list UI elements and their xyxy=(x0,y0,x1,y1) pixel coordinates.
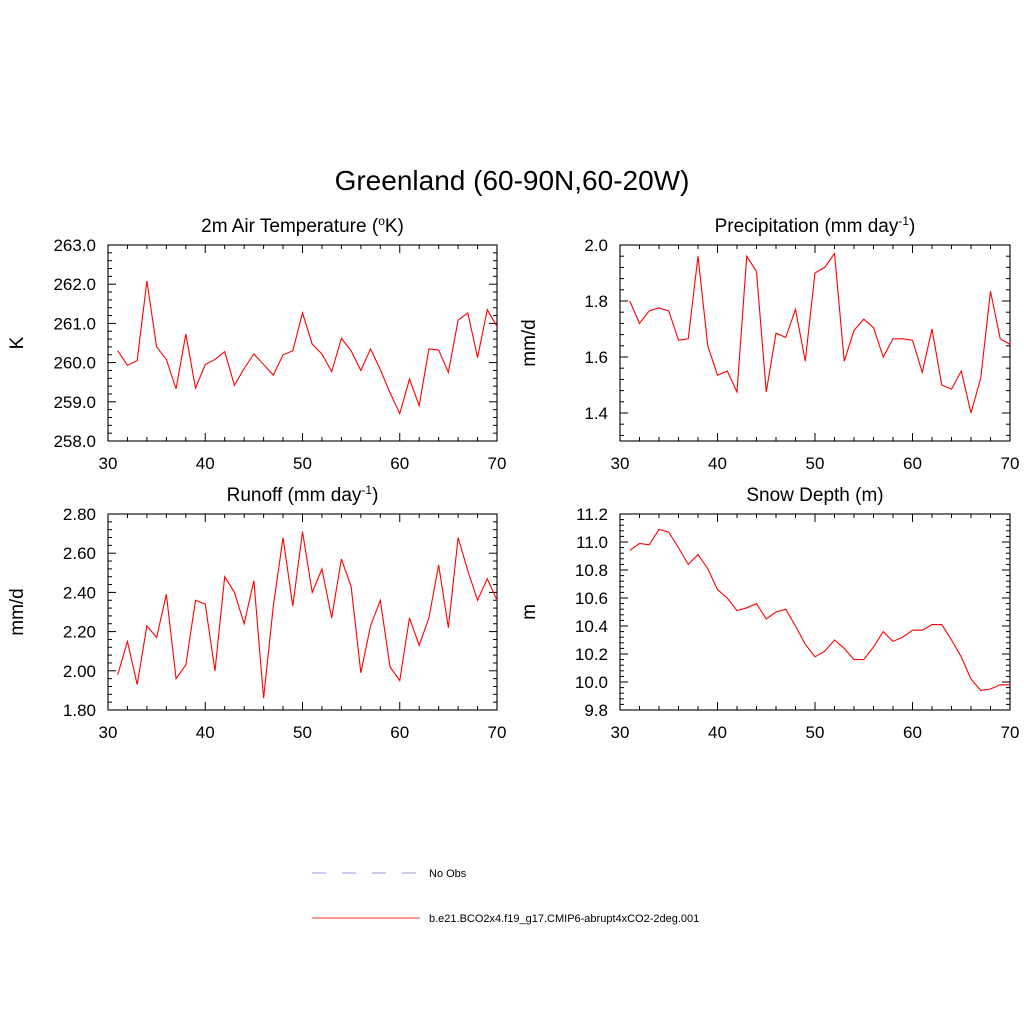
y-tick-label: 2.0 xyxy=(584,236,608,255)
y-tick-label: 2.60 xyxy=(63,544,96,563)
panel-title: Snow Depth (m) xyxy=(746,485,883,506)
panel-title-superscript: -1 xyxy=(898,214,909,228)
y-tick-label: 10.4 xyxy=(575,617,608,636)
y-tick-label: 2.80 xyxy=(63,505,96,524)
x-tick-label: 60 xyxy=(903,723,922,742)
x-tick-label: 40 xyxy=(196,454,215,473)
panel-title: Precipitation (mm day-1) xyxy=(715,214,916,237)
y-tick-label: 11.0 xyxy=(576,533,608,552)
panel-4: Snow Depth (m) 30 40 50 60 70 9.8 10.0 10.2 10.4 1… xyxy=(519,485,1019,742)
series-line xyxy=(117,280,498,416)
x-tick-label: 40 xyxy=(196,723,215,742)
panel-title-superscript: -1 xyxy=(361,483,372,497)
panel-title-tail: ) xyxy=(909,216,915,237)
y-axis-label: mm/d xyxy=(519,319,540,367)
y-tick-label: 10.8 xyxy=(575,561,608,580)
y-tick-label: 1.8 xyxy=(584,292,608,311)
x-tick-label: 30 xyxy=(611,454,630,473)
panel-title-main: Snow Depth (m) xyxy=(746,485,883,506)
x-tick-label: 30 xyxy=(611,723,630,742)
x-tick-label: 50 xyxy=(293,454,312,473)
y-tick-label: 258.0 xyxy=(53,432,96,451)
x-tick-label: 50 xyxy=(293,723,312,742)
panel-1: 2m Air Temperature (oK) 30 40 50 60 70 258.0 25… xyxy=(7,214,506,473)
y-tick-label: 1.80 xyxy=(63,701,96,720)
x-tick-label: 40 xyxy=(708,723,727,742)
y-axis-label: K xyxy=(7,336,28,349)
x-tick-label: 60 xyxy=(390,723,409,742)
x-tick-label: 60 xyxy=(903,454,922,473)
y-tick-label: 10.2 xyxy=(575,645,608,664)
y-tick-label: 259.0 xyxy=(53,393,96,412)
legend: No Obs b.e21.BCO2x4.f19_g17.CMIP6-abrupt4… xyxy=(312,868,699,925)
panel-title: Runoff (mm day-1) xyxy=(227,483,379,506)
panel-title-tail: K) xyxy=(385,216,404,237)
y-tick-label: 1.4 xyxy=(584,404,608,423)
panel-title-superscript: o xyxy=(378,214,385,228)
y-tick-label: 2.20 xyxy=(63,623,96,642)
x-tick-label: 70 xyxy=(488,723,507,742)
panels: 2m Air Temperature (oK)30 40 50 60 70258.025… xyxy=(7,214,1019,742)
y-tick-label: 260.0 xyxy=(53,354,96,373)
panel-2: Precipitation (mm day-1) 30 40 50 60 70 1.4 1.6… xyxy=(519,214,1019,473)
panel-3: Runoff (mm day-1) 30 40 50 60 70 1.80 2.00 2.20 2… xyxy=(7,483,506,742)
plot-frame xyxy=(107,513,498,711)
x-tick-label: 70 xyxy=(1001,454,1020,473)
plot-frame xyxy=(619,513,1011,711)
series-line xyxy=(629,251,1011,414)
panel-title-main: Runoff (mm day xyxy=(227,485,362,506)
legend-label-1: No Obs xyxy=(429,868,467,880)
series-line xyxy=(117,531,498,699)
x-tick-label: 60 xyxy=(390,454,409,473)
y-axis-label: mm/d xyxy=(7,588,28,636)
y-tick-label: 1.6 xyxy=(584,348,608,367)
y-tick-label: 10.0 xyxy=(575,673,608,692)
legend-label-2: b.e21.BCO2x4.f19_g17.CMIP6-abrupt4xCO2-2… xyxy=(429,913,699,925)
panel-title: 2m Air Temperature (oK) xyxy=(201,214,404,237)
plot-frame xyxy=(107,244,498,442)
x-tick-label: 30 xyxy=(99,723,118,742)
panel-title-main: Precipitation (mm day xyxy=(715,216,899,237)
y-tick-label: 10.6 xyxy=(575,589,608,608)
y-tick-label: 261.0 xyxy=(53,314,96,333)
x-tick-label: 70 xyxy=(1001,723,1020,742)
panel-title-main: 2m Air Temperature ( xyxy=(201,216,379,237)
y-tick-label: 2.40 xyxy=(63,583,96,602)
x-tick-label: 50 xyxy=(806,723,825,742)
figure-title: Greenland (60-90N,60-20W) xyxy=(335,165,690,196)
y-tick-label: 9.8 xyxy=(584,701,608,720)
y-axis-label: m xyxy=(519,604,540,620)
series-line xyxy=(629,528,1010,691)
x-tick-label: 50 xyxy=(806,454,825,473)
panel-title-tail: ) xyxy=(372,485,378,506)
x-tick-label: 40 xyxy=(708,454,727,473)
y-tick-label: 262.0 xyxy=(53,275,96,294)
y-tick-label: 263.0 xyxy=(53,236,96,255)
x-tick-label: 30 xyxy=(99,454,118,473)
y-tick-label: 11.2 xyxy=(576,505,608,524)
x-tick-label: 70 xyxy=(488,454,507,473)
y-tick-label: 2.00 xyxy=(63,662,96,681)
